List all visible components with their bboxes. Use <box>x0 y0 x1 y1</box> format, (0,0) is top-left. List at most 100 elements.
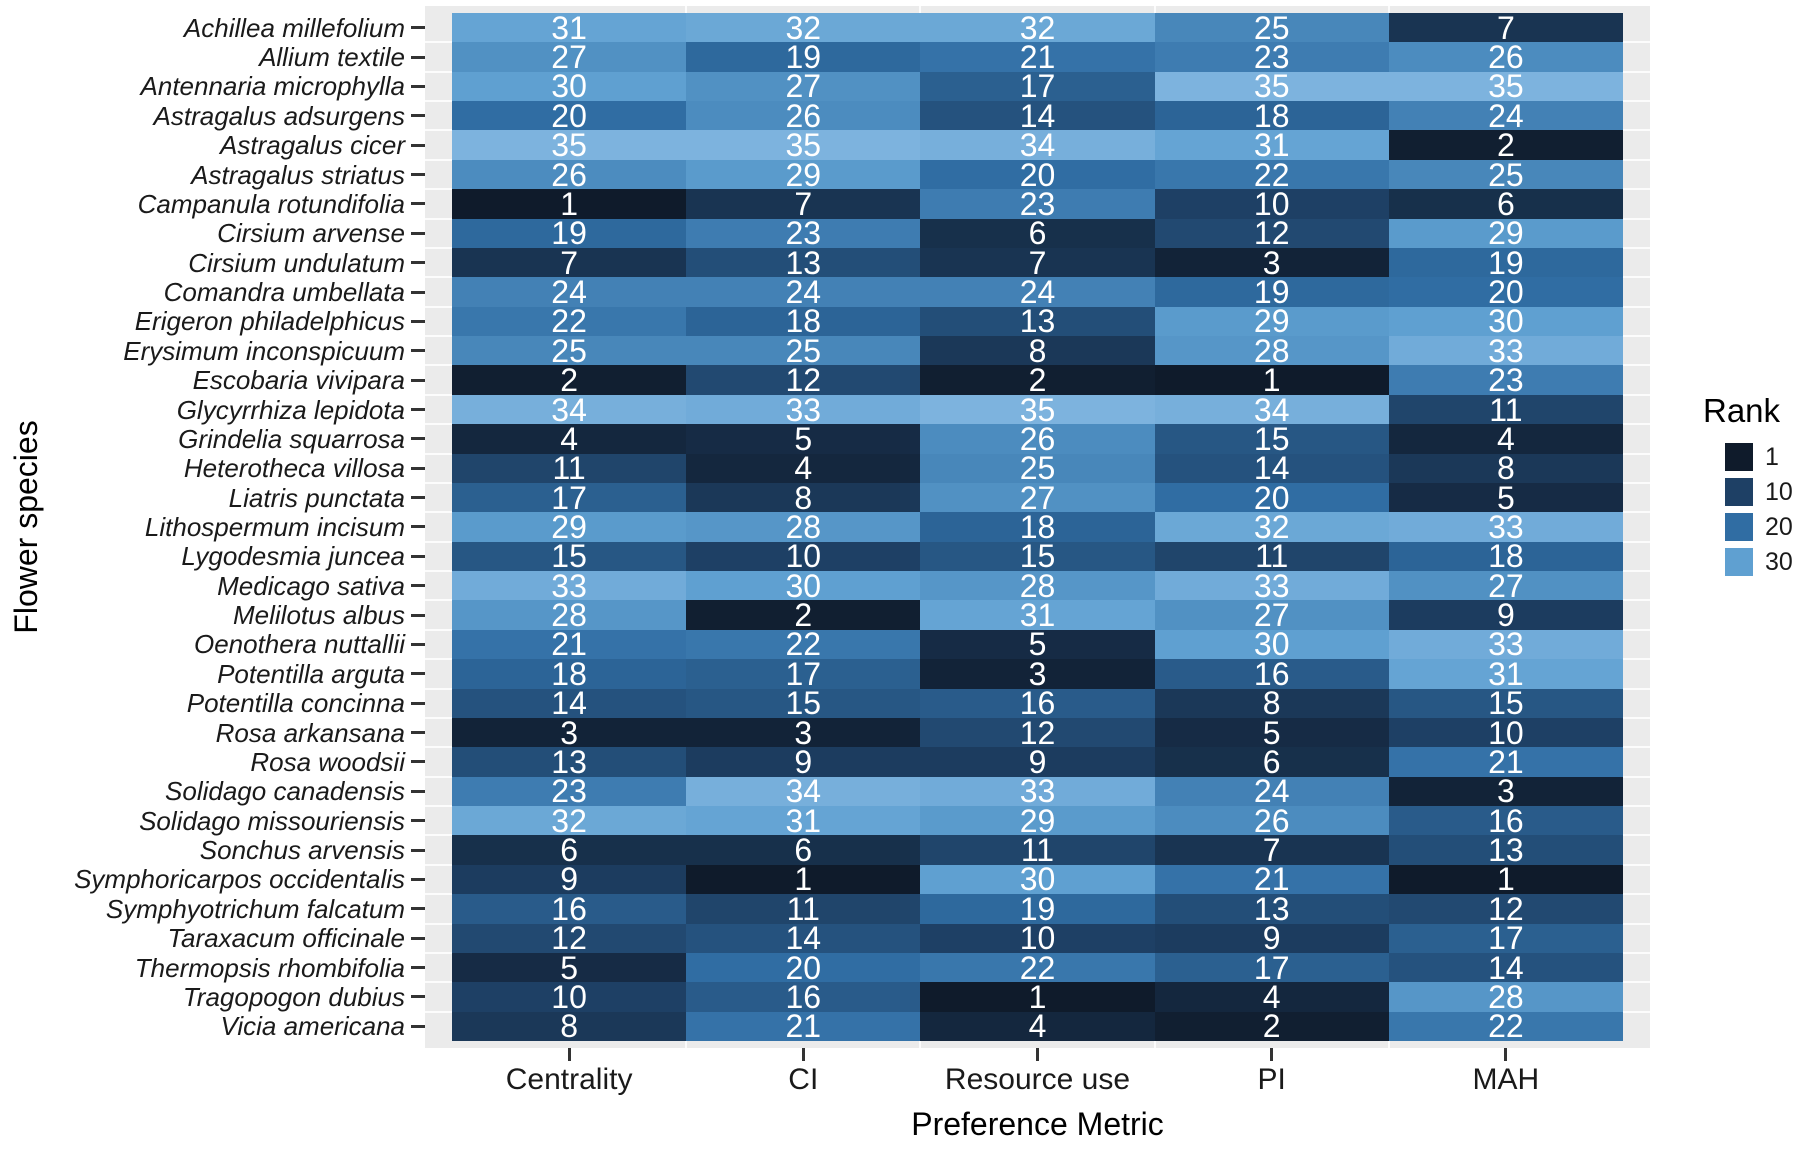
metric-label: Resource use <box>944 1063 1131 1096</box>
y-axis-tick <box>411 701 425 705</box>
cell-rank-value: 11 <box>1489 394 1523 425</box>
species-label: Comandra umbellata <box>163 277 405 307</box>
heatmap-cell: 30 <box>452 71 687 102</box>
species-label: Oenothera nuttallii <box>193 629 405 660</box>
cell-rank-value: 24 <box>1253 776 1290 807</box>
heatmap-cell: 34 <box>686 776 921 807</box>
cell-rank-value: 7 <box>1496 13 1515 43</box>
cell-rank-value: 4 <box>1496 424 1515 454</box>
y-axis-label-row: Oenothera nuttallii <box>0 630 425 659</box>
heatmap-cell: 4 <box>1388 424 1623 454</box>
cell-rank-value: 8 <box>1496 453 1515 483</box>
cell-rank-value: 6 <box>794 835 813 865</box>
legend-items: 1 10 20 30 <box>1703 443 1800 576</box>
heatmap-cell: 28 <box>686 512 921 542</box>
heatmap-cell: 29 <box>1154 306 1389 337</box>
cell-rank-value: 25 <box>1488 159 1524 190</box>
heatmap-cell: 5 <box>920 629 1155 660</box>
cell-rank-value: 33 <box>551 571 587 601</box>
cell-rank-value: 31 <box>551 13 587 43</box>
cell-rank-value: 27 <box>1019 482 1056 513</box>
y-axis-tick <box>411 525 425 529</box>
heatmap-cell: 17 <box>1154 952 1389 983</box>
cell-rank-value: 3 <box>1496 776 1515 807</box>
cell-rank-value: 17 <box>1488 923 1524 953</box>
cell-rank-value: 7 <box>560 247 578 278</box>
y-axis-tick <box>411 584 425 588</box>
x-axis-tick <box>1504 1048 1508 1061</box>
cell-rank-value: 3 <box>794 717 813 748</box>
cell-rank-value: 26 <box>1253 806 1290 836</box>
heatmap-cell: 26 <box>920 424 1155 454</box>
legend-label: 10 <box>1765 477 1793 506</box>
cell-rank-value: 30 <box>1253 629 1290 660</box>
y-axis-tick <box>411 437 425 441</box>
heatmap-cell: 35 <box>1388 71 1623 102</box>
cell-rank-value: 18 <box>785 306 822 337</box>
species-label: Melilotus albus <box>233 600 405 631</box>
y-axis-tick <box>411 642 425 646</box>
heatmap-cell: 32 <box>452 806 687 836</box>
cell-rank-value: 10 <box>1488 717 1524 748</box>
cell-rank-value: 19 <box>1019 894 1056 924</box>
cell-rank-value: 26 <box>551 159 587 190</box>
heatmap-cell: 13 <box>452 747 687 777</box>
cell-rank-value: 9 <box>1028 747 1047 777</box>
y-axis-tick <box>411 261 425 265</box>
heatmap-cell: 17 <box>686 659 921 689</box>
y-axis-tick <box>411 143 425 147</box>
heatmap-cell: 24 <box>1154 776 1389 807</box>
cell-rank-value: 31 <box>1019 600 1056 630</box>
heatmap-cell: 11 <box>1388 394 1623 425</box>
cell-rank-value: 23 <box>785 218 822 248</box>
heatmap-cell: 6 <box>452 835 687 865</box>
heatmap-cell: 30 <box>686 571 921 601</box>
cell-rank-value: 16 <box>551 894 587 924</box>
heatmap-cell: 27 <box>452 42 687 72</box>
heatmap-cell: 7 <box>920 247 1155 278</box>
cell-rank-value: 24 <box>1019 277 1056 307</box>
y-axis-label-row: Tragopogon dubius <box>0 982 425 1011</box>
cell-rank-value: 34 <box>1253 394 1290 425</box>
heatmap-cell: 8 <box>452 1011 687 1041</box>
species-label: Rosa woodsii <box>250 746 405 777</box>
cell-rank-value: 14 <box>785 923 822 953</box>
species-label: Heterotheca villosa <box>183 453 405 484</box>
heatmap-cell: 11 <box>452 453 687 483</box>
heatmap-cell: 24 <box>920 277 1155 307</box>
heatmap-cell: 18 <box>920 512 1155 542</box>
metric-label: MAH <box>1472 1063 1540 1096</box>
cell-rank-value: 29 <box>551 512 587 542</box>
x-axis-tick <box>1035 1048 1039 1061</box>
heatmap-cell: 29 <box>686 159 921 190</box>
heatmap-cell: 33 <box>452 571 687 601</box>
y-axis-tick <box>411 114 425 118</box>
heatmap-cell: 19 <box>920 894 1155 924</box>
species-label: Rosa arkansana <box>215 717 405 748</box>
species-label: Antennaria microphylla <box>140 71 405 102</box>
cell-rank-value: 16 <box>1488 806 1524 836</box>
heatmap-panel: 31 32 32 25 7 27 19 21 23 26 30 27 17 35 35 20 26 14 18 24 3… <box>425 6 1650 1048</box>
heatmap-cell: 19 <box>1154 277 1389 307</box>
cell-rank-value: 35 <box>1488 71 1524 102</box>
cell-rank-value: 25 <box>1253 13 1290 43</box>
legend-item: 10 <box>1725 478 1800 506</box>
cell-rank-value: 13 <box>1488 835 1524 865</box>
heatmap-cell: 24 <box>452 277 687 307</box>
heatmap-cell: 27 <box>686 71 921 102</box>
heatmap-cell: 5 <box>686 424 921 454</box>
metric-label: PI <box>1257 1063 1286 1096</box>
cell-rank-value: 1 <box>1262 365 1281 395</box>
heatmap-cell: 4 <box>686 453 921 483</box>
species-label: Sonchus arvensis <box>199 835 405 866</box>
legend-item: 1 <box>1725 443 1800 471</box>
cell-rank-value: 14 <box>1253 453 1290 483</box>
heatmap-cell: 25 <box>452 336 687 366</box>
heatmap-cell: 6 <box>686 835 921 865</box>
y-axis-label-row: Escobaria vivipara <box>0 365 425 394</box>
heatmap-cell: 34 <box>1154 394 1389 425</box>
species-label: Thermopsis rhombifolia <box>134 952 405 983</box>
heatmap-cell: 15 <box>1154 424 1389 454</box>
heatmap-cell: 12 <box>686 365 921 395</box>
x-axis-label-col: Resource use <box>920 1048 1154 1110</box>
